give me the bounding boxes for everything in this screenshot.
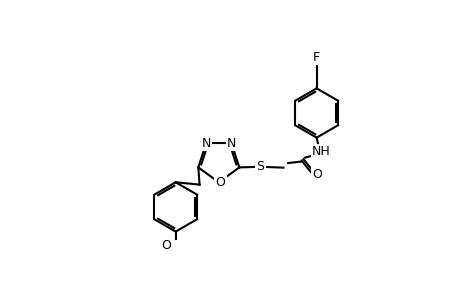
Text: O: O <box>312 168 322 181</box>
Text: NH: NH <box>311 145 330 158</box>
Text: F: F <box>313 51 319 64</box>
Text: O: O <box>215 176 225 189</box>
Text: N: N <box>201 137 210 150</box>
Text: O: O <box>161 239 171 252</box>
Text: S: S <box>256 160 264 173</box>
Text: N: N <box>226 137 235 150</box>
